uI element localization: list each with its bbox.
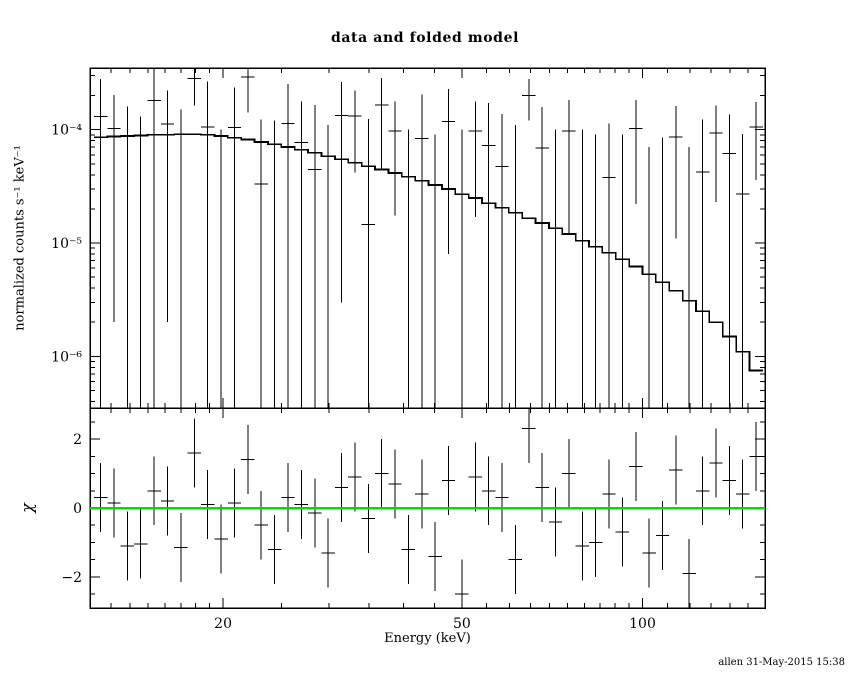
svg-text:10⁻⁶: 10⁻⁶ <box>51 349 82 365</box>
svg-text:100: 100 <box>629 616 656 632</box>
folded-model-line <box>93 133 763 372</box>
axes-frame <box>89 67 766 609</box>
x-axis-label: Energy (keV) <box>384 631 471 646</box>
axis-ticks <box>90 68 765 608</box>
svg-text:2: 2 <box>73 432 82 448</box>
svg-text:10⁻⁴: 10⁻⁴ <box>51 123 82 139</box>
spectrum-data-points <box>93 68 763 408</box>
svg-text:0: 0 <box>73 501 82 517</box>
svg-text:20: 20 <box>214 616 232 632</box>
chart-title: data and folded model <box>331 30 519 46</box>
tick-labels: 20 50 100 10⁻⁴ 10⁻⁵ 10⁻⁶ −2 0 2 <box>51 123 656 632</box>
svg-text:−2: −2 <box>61 570 82 586</box>
svg-text:50: 50 <box>453 616 471 632</box>
plot-credit-timestamp: allen 31-May-2015 15:38 <box>718 657 845 668</box>
chi-data-points <box>93 408 763 608</box>
svg-text:10⁻⁵: 10⁻⁵ <box>51 236 82 252</box>
